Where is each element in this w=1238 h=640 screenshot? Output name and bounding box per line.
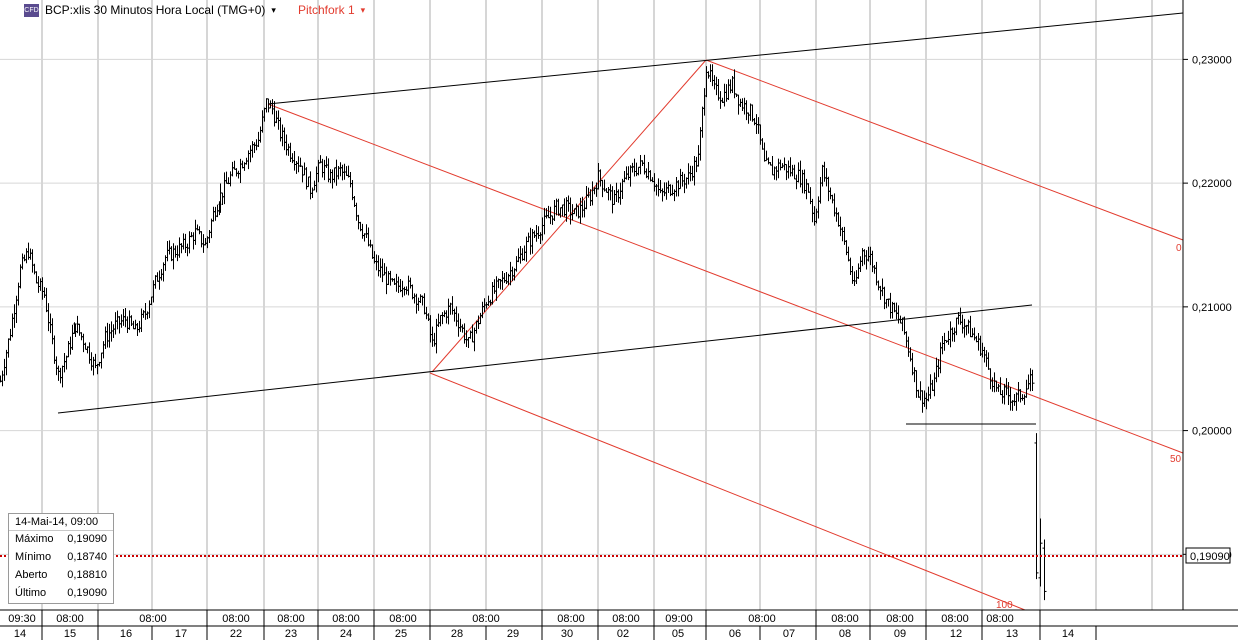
horizontal-grid — [0, 58, 1183, 555]
x-time-label: 08:00 — [831, 613, 859, 625]
x-time-label: 09:30 — [8, 613, 36, 625]
bar-info-box: 14-Mai-14, 09:00 Máximo 0,19090 Mínimo 0… — [8, 513, 114, 604]
instrument-title[interactable]: BCP:xlis 30 Minutos Hora Local (TMG+0) — [45, 3, 266, 17]
x-day-label: 29 — [507, 628, 519, 640]
pitchfork-label-50: 50 — [1170, 454, 1182, 465]
ohlc-bar-latest — [1038, 518, 1043, 587]
x-time-label: 08:00 — [277, 613, 305, 625]
x-day-label: 14 — [14, 628, 26, 640]
last-price-tag-label: 0,19090 — [1190, 551, 1230, 563]
pitchfork-lower-line — [429, 372, 1031, 613]
info-row-high: Máximo 0,19090 — [9, 531, 113, 549]
x-axis-band — [0, 610, 1238, 640]
pitchfork-tool[interactable]: 0 50 100 — [267, 59, 1184, 613]
vertical-grid — [41, 0, 1153, 610]
x-day-label: 13 — [1006, 628, 1018, 640]
pitchfork-dropdown-icon[interactable]: ▾ — [360, 4, 366, 15]
x-time-label: 08:00 — [139, 613, 167, 625]
trendline-upper — [267, 12, 1184, 105]
x-time-label: 08:00 — [612, 613, 640, 625]
x-day-label: 07 — [783, 628, 795, 640]
x-day-label: 15 — [64, 628, 76, 640]
x-time-label: 08:00 — [332, 613, 360, 625]
x-time-label: 08:00 — [748, 613, 776, 625]
ohlc-bar-latest — [1034, 433, 1039, 580]
ohlc-bar-latest — [1042, 539, 1047, 601]
x-day-label: 16 — [120, 628, 132, 640]
info-row-open: Aberto 0,18810 — [9, 567, 113, 585]
pitchfork-upper-line — [705, 59, 1184, 241]
info-label: Mínimo — [15, 551, 52, 563]
x-day-label: 09 — [894, 628, 906, 640]
pitchfork-label-100: 100 — [996, 600, 1013, 611]
trendline-lower — [57, 304, 1033, 414]
info-value: 0,19090 — [67, 533, 107, 545]
x-day-label: 25 — [395, 628, 407, 640]
y-tick-label: 0,23000 — [1192, 54, 1232, 66]
x-day-label: 23 — [285, 628, 297, 640]
instrument-dropdown-icon[interactable]: ▾ — [271, 4, 276, 15]
info-date: 14-Mai-14, 09:00 — [9, 514, 113, 531]
x-time-label: 08:00 — [941, 613, 969, 625]
x-axis[interactable]: 09:30 08:00 08:00 08:00 08:00 08:00 08:00 08:00… — [0, 609, 1238, 640]
x-day-label: 28 — [451, 628, 463, 640]
x-day-label: 12 — [950, 628, 962, 640]
y-tick-label: 0,20000 — [1192, 426, 1232, 438]
x-time-label: 09:00 — [665, 613, 693, 625]
info-row-last: Último 0,19090 — [9, 585, 113, 603]
info-value: 0,19090 — [67, 587, 107, 599]
x-day-label: 05 — [672, 628, 684, 640]
x-time-label: 08:00 — [222, 613, 250, 625]
x-day-label: 17 — [175, 628, 187, 640]
info-value: 0,18810 — [67, 569, 107, 581]
x-time-label: 08:00 — [472, 613, 500, 625]
info-label: Último — [15, 587, 47, 599]
pitchfork-tool-label[interactable]: Pitchfork 1 — [297, 3, 355, 17]
info-row-low: Mínimo 0,18740 — [9, 549, 113, 567]
x-day-label: 14 — [1062, 628, 1074, 640]
pitchfork-handle-line — [431, 59, 707, 373]
plot-area — [0, 0, 1183, 610]
x-time-label: 08:00 — [986, 613, 1014, 625]
x-time-label: 08:00 — [557, 613, 585, 625]
x-day-label: 02 — [617, 628, 629, 640]
y-tick-label: 0,22000 — [1192, 178, 1232, 190]
ohlc-bar — [1030, 369, 1035, 391]
cfd-badge-icon: CFD — [24, 3, 39, 17]
x-day-label: 24 — [340, 628, 352, 640]
ohlc-bars — [0, 64, 1047, 601]
info-label: Aberto — [15, 569, 48, 581]
info-label: Máximo — [15, 533, 54, 545]
chart-header: CFD BCP:xlis 30 Minutos Hora Local (TMG+… — [24, 3, 365, 17]
y-tick-label: 0,21000 — [1192, 302, 1232, 314]
x-time-label: 08:00 — [886, 613, 914, 625]
x-day-label: 22 — [230, 628, 242, 640]
x-day-label: 08 — [839, 628, 851, 640]
info-value: 0,18740 — [67, 551, 107, 563]
pitchfork-label-0: 0 — [1176, 243, 1182, 254]
x-day-label: 30 — [561, 628, 573, 640]
last-price-tag — [1185, 547, 1231, 564]
trend-lines[interactable] — [57, 12, 1184, 425]
x-time-label: 08:00 — [389, 613, 417, 625]
pitchfork-median-line — [267, 103, 1184, 454]
x-day-label: 06 — [729, 628, 741, 640]
x-time-label: 08:00 — [56, 613, 84, 625]
